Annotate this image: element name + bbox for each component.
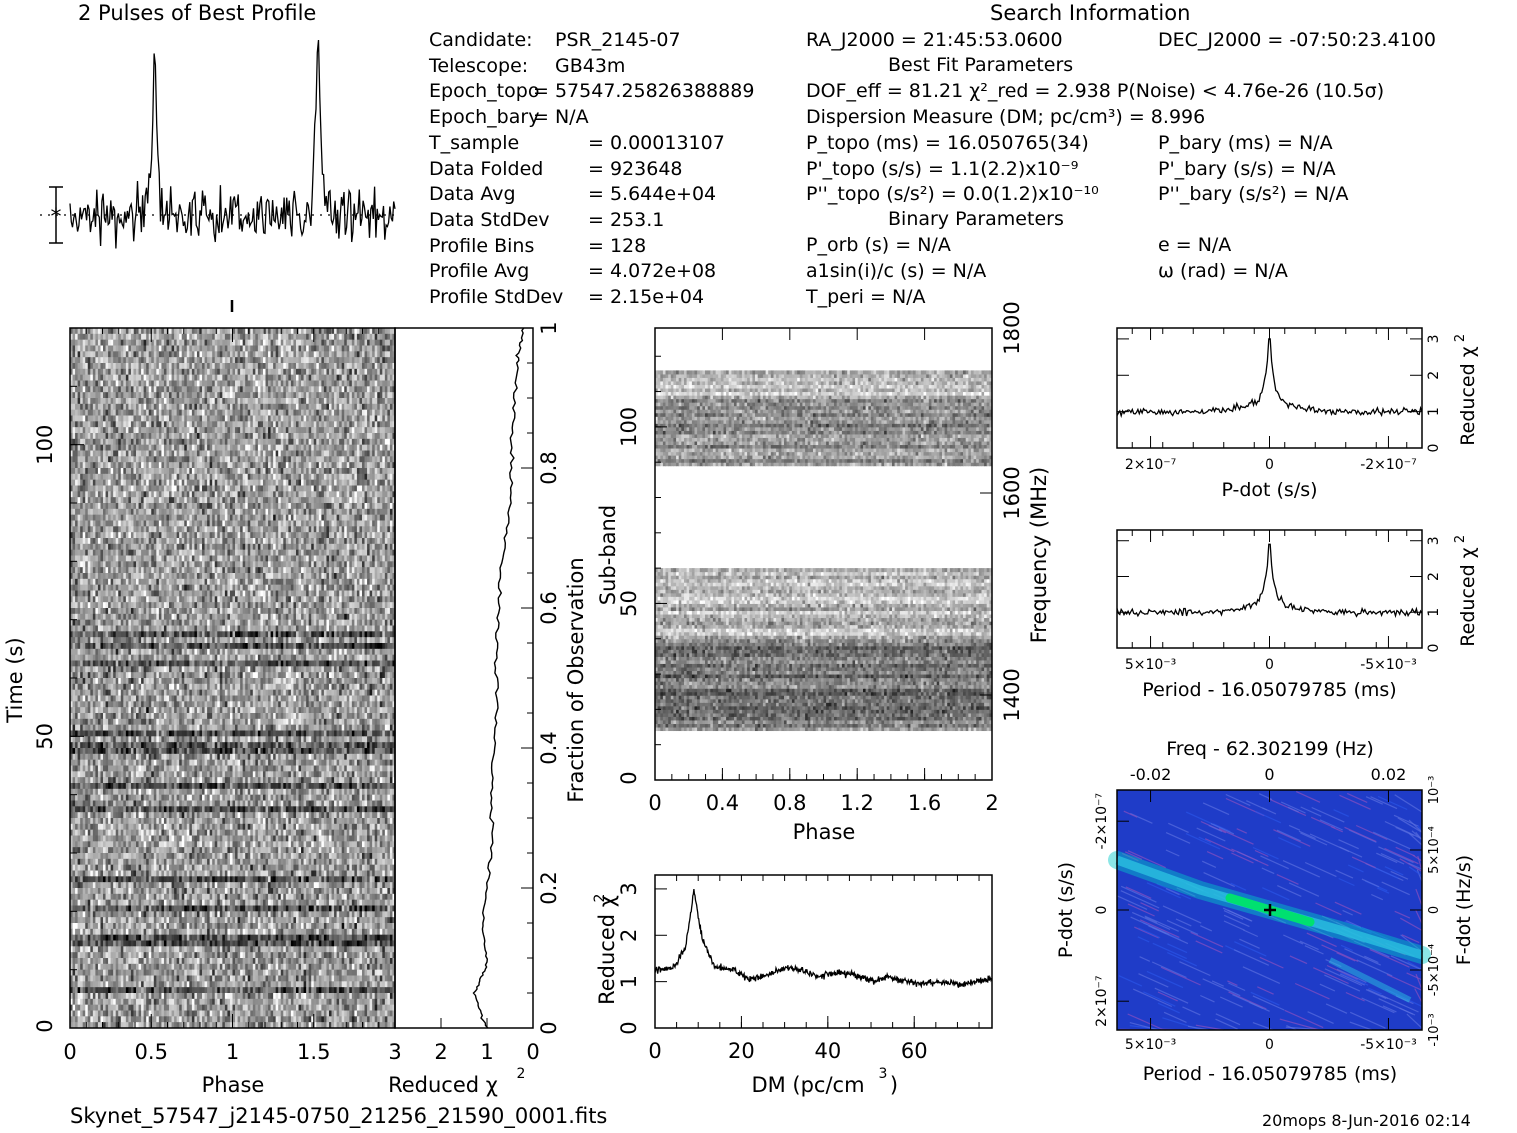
info-value: = 2.15e+04 — [588, 288, 704, 307]
omega: ω (rad) = N/A — [1158, 262, 1288, 281]
info-value: = 0.00013107 — [588, 133, 725, 153]
a1-sini: a1sin(i)/c (s) = N/A — [806, 262, 986, 281]
info-value: = 5.644e+04 — [588, 185, 716, 204]
info-label: Profile Bins — [429, 236, 534, 256]
t-peri: T_peri = N/A — [806, 288, 926, 307]
search-info-title: Search Information — [990, 3, 1190, 24]
ra-value: RA_J2000 = 21:45:53.0600 — [806, 31, 1063, 50]
info-value: = 923648 — [588, 159, 683, 179]
dm-line: Dispersion Measure (DM; pc/cm³) = 8.996 — [806, 108, 1205, 127]
info-value: = N/A — [533, 108, 589, 127]
pdot-topo: P'_topo (s/s) = 1.1(2.2)x10⁻⁹ — [806, 160, 1078, 179]
pdot-bary: P'_bary (s/s) = N/A — [1158, 160, 1336, 179]
info-value: = 253.1 — [588, 210, 664, 230]
info-value: = 57547.25826388889 — [533, 82, 754, 101]
profile-title: 2 Pulses of Best Profile — [78, 3, 316, 24]
info-value: = 4.072e+08 — [588, 262, 716, 281]
info-value: = 128 — [588, 236, 646, 256]
timestamp: 20mops 8-Jun-2016 02:14 — [1262, 1113, 1471, 1129]
info-label: Data Avg — [429, 185, 516, 204]
info-label: T_sample — [429, 133, 519, 153]
info-label: Profile Avg — [429, 262, 529, 281]
info-value: GB43m — [555, 56, 625, 76]
info-label: Epoch_bary — [429, 108, 539, 127]
info-label: Epoch_topo — [429, 82, 539, 101]
p-orb: P_orb (s) = N/A — [806, 236, 951, 255]
p-topo: P_topo (ms) = 16.050765(34) — [806, 134, 1089, 153]
info-label: Profile StdDev — [429, 288, 563, 307]
dec-value: DEC_J2000 = -07:50:23.4100 — [1158, 31, 1436, 50]
info-value: PSR_2145-07 — [555, 31, 681, 50]
best-fit-title: Best Fit Parameters — [888, 56, 1073, 75]
pddot-bary: P''_bary (s/s²) = N/A — [1158, 185, 1348, 204]
eccentricity: e = N/A — [1158, 236, 1231, 255]
pddot-topo: P''_topo (s/s²) = 0.0(1.2)x10⁻¹⁰ — [806, 185, 1099, 204]
dof-chi2-line: DOF_eff = 81.21 χ²_red = 2.938 P(Noise) … — [806, 82, 1384, 101]
p-bary: P_bary (ms) = N/A — [1158, 134, 1333, 153]
info-label: Data Folded — [429, 159, 543, 179]
binary-params-title: Binary Parameters — [888, 210, 1064, 229]
info-label: Data StdDev — [429, 210, 550, 230]
info-label: Candidate: — [429, 31, 533, 50]
info-label: Telescope: — [429, 56, 528, 76]
filename: Skynet_57547_j2145-0750_21256_21590_0001… — [70, 1106, 607, 1127]
